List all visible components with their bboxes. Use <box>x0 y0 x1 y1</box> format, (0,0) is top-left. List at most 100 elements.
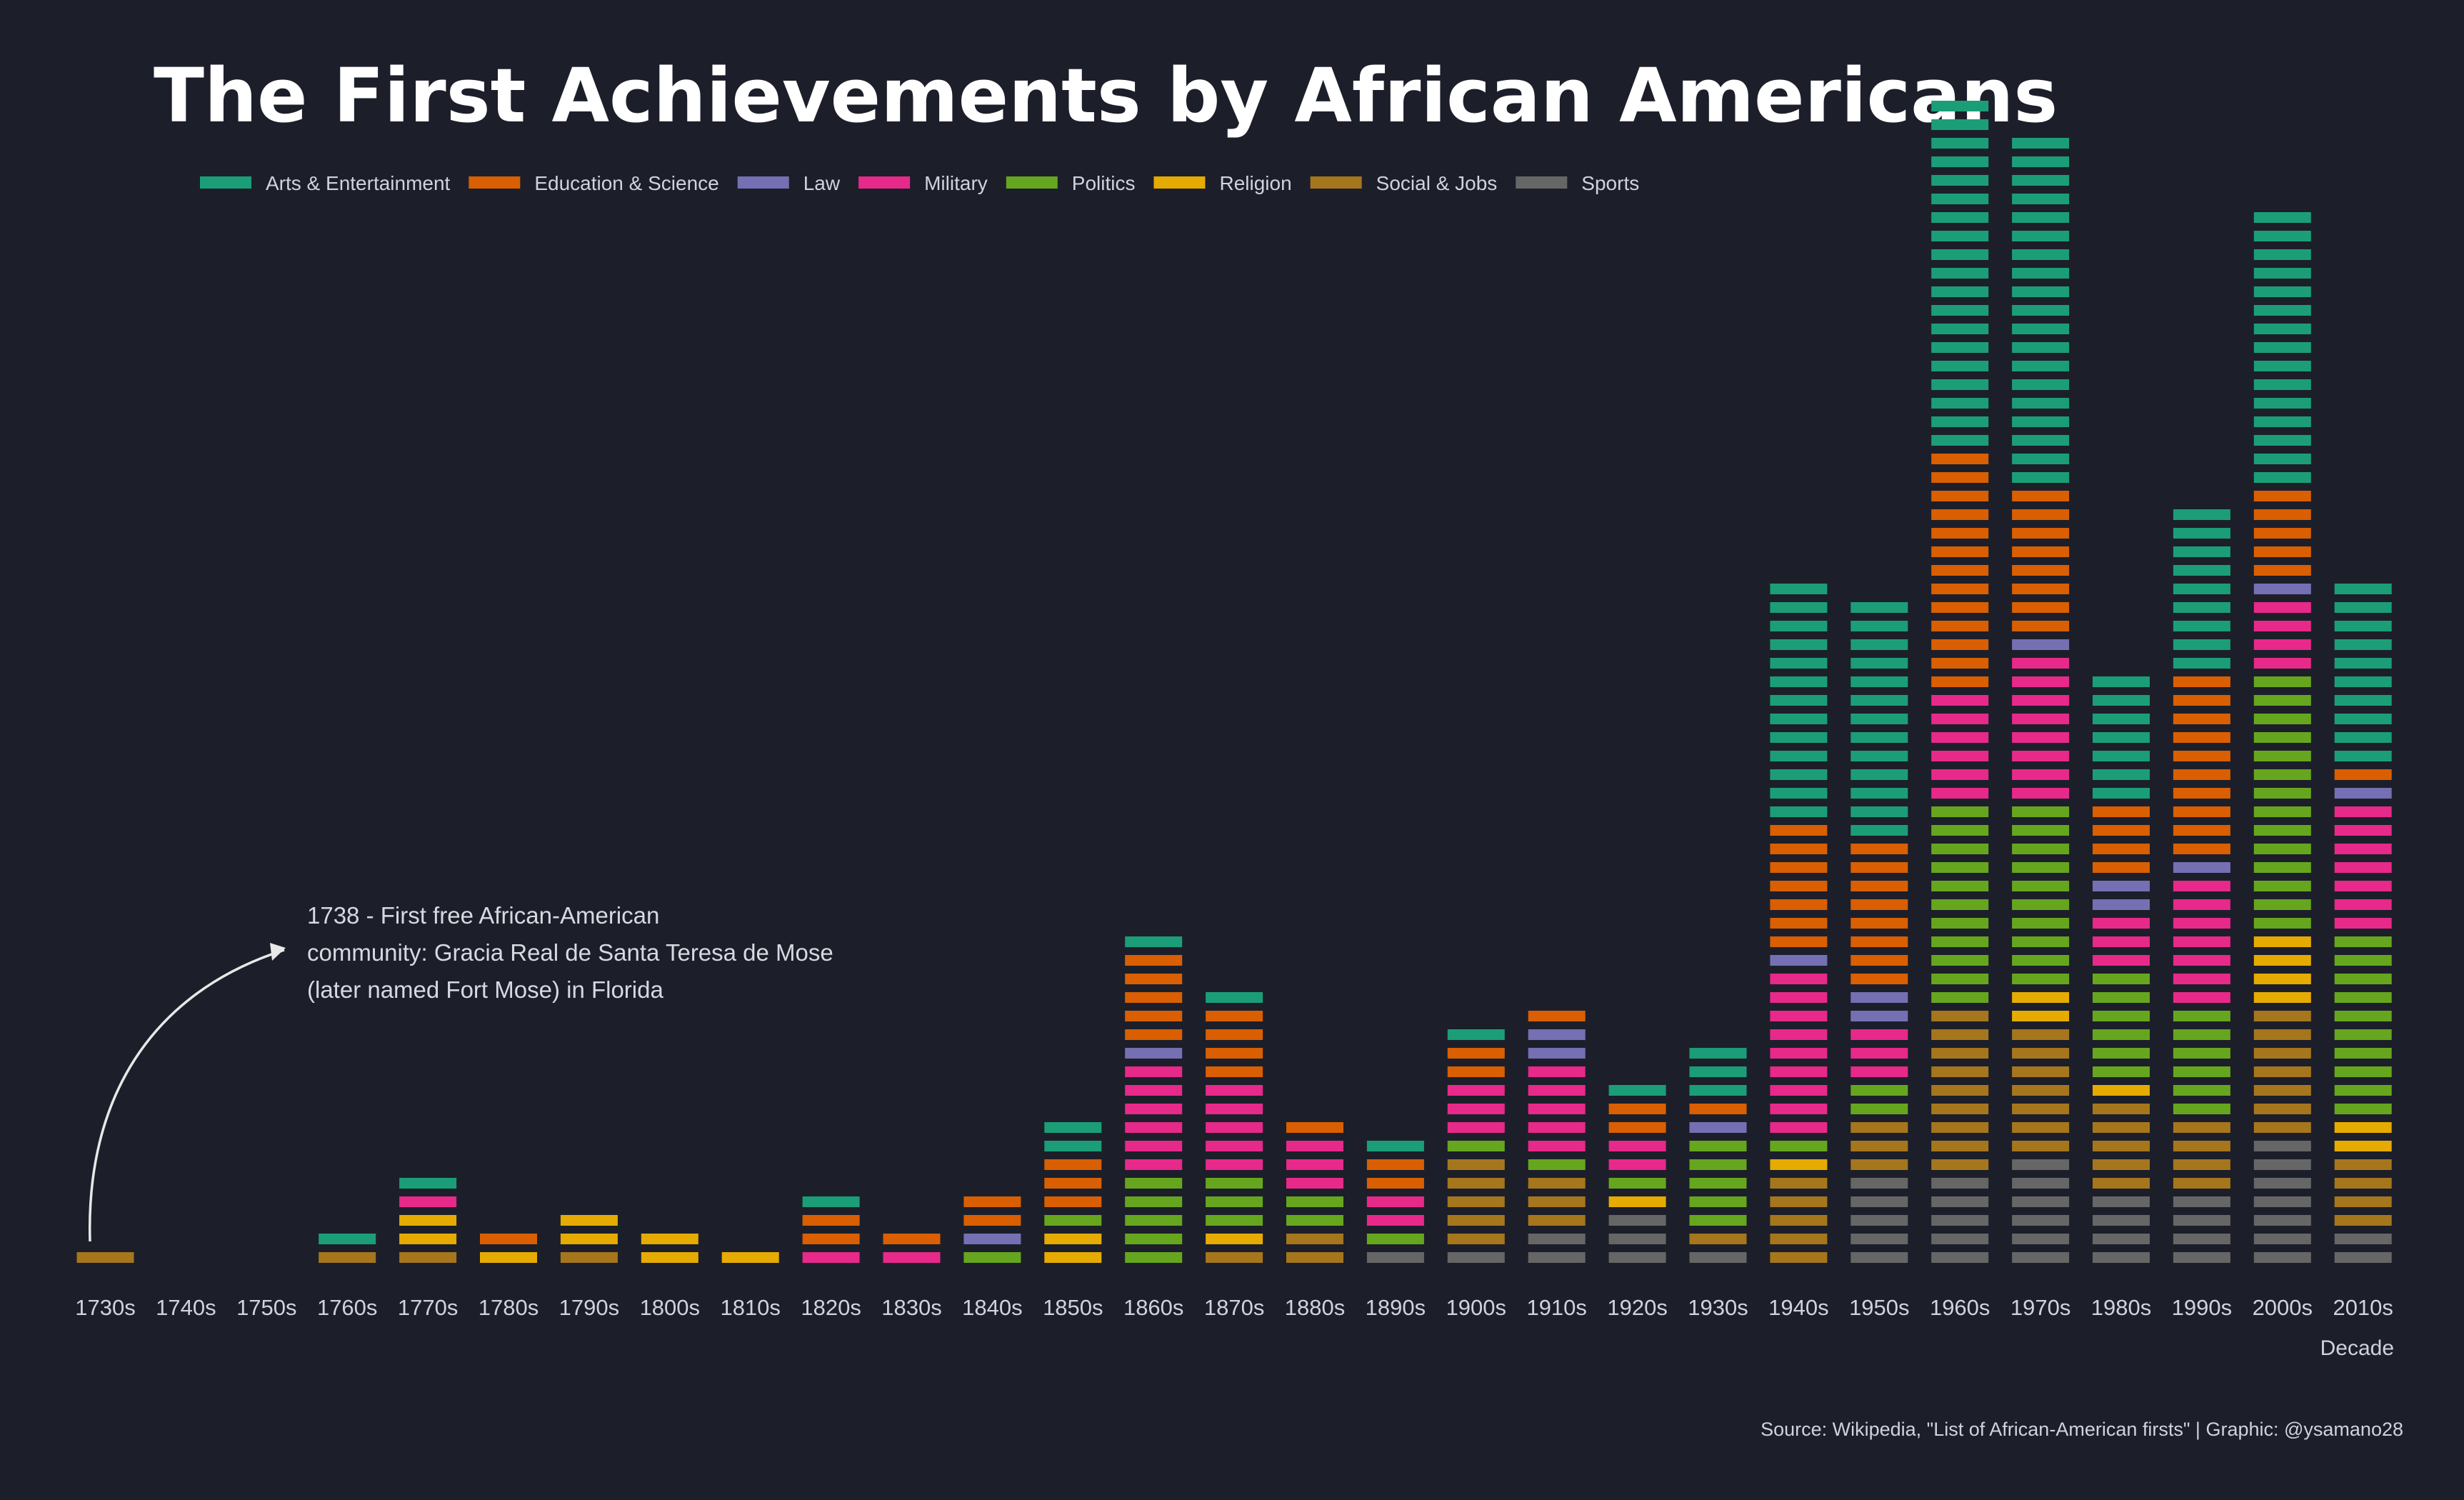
unit-sports <box>2173 1196 2230 1207</box>
unit-education-and-science <box>2093 825 2150 836</box>
legend-label: Sports <box>1581 172 1639 194</box>
unit-military <box>1125 1159 1183 1170</box>
tick-label: 2010s <box>2333 1295 2393 1320</box>
bar-2010s <box>2334 584 2392 1263</box>
unit-military <box>1770 992 1828 1003</box>
legend-swatch <box>1310 176 1362 189</box>
unit-military <box>1125 1066 1183 1077</box>
bar-2000s <box>2253 212 2311 1263</box>
unit-arts-and-entertainment <box>1931 119 1989 130</box>
unit-military <box>1447 1085 1505 1096</box>
legend-item-social-and-jobs: Social & Jobs <box>1310 172 1497 194</box>
unit-politics <box>2173 1085 2230 1096</box>
unit-law <box>2253 584 2311 594</box>
unit-arts-and-entertainment <box>2012 416 2070 427</box>
unit-military <box>1850 1029 1908 1040</box>
legend-label: Politics <box>1072 172 1136 194</box>
bar-1840s <box>963 1196 1021 1263</box>
unit-education-and-science <box>1770 899 1828 910</box>
unit-military <box>1770 1029 1828 1040</box>
unit-education-and-science <box>1931 546 1989 557</box>
bar-1790s <box>560 1215 618 1263</box>
unit-social-and-jobs <box>2012 1029 2070 1040</box>
unit-military <box>2012 695 2070 706</box>
unit-education-and-science <box>1770 936 1828 947</box>
unit-arts-and-entertainment <box>2334 676 2392 687</box>
unit-sports <box>2253 1234 2311 1244</box>
unit-social-and-jobs <box>1931 1011 1989 1021</box>
unit-education-and-science <box>2173 676 2230 687</box>
unit-education-and-science <box>963 1196 1021 1207</box>
chart-title: The First Achievements by African Americ… <box>154 52 2058 139</box>
unit-arts-and-entertainment <box>1850 732 1908 743</box>
bar-1950s <box>1850 602 1908 1263</box>
unit-arts-and-entertainment <box>2012 156 2070 167</box>
unit-social-and-jobs <box>1931 1141 1989 1151</box>
unit-arts-and-entertainment <box>2334 621 2392 631</box>
unit-military <box>2173 992 2230 1003</box>
unit-religion <box>721 1252 779 1263</box>
unit-arts-and-entertainment <box>1931 268 1989 279</box>
unit-politics <box>2012 862 2070 873</box>
unit-arts-and-entertainment <box>2012 175 2070 186</box>
unit-sports <box>1366 1252 1424 1263</box>
unit-politics <box>1044 1215 1102 1226</box>
bar-1910s <box>1528 1011 1586 1263</box>
unit-education-and-science <box>2012 584 2070 594</box>
unit-arts-and-entertainment <box>1770 658 1828 669</box>
unit-arts-and-entertainment <box>2012 361 2070 371</box>
unit-arts-and-entertainment <box>1770 676 1828 687</box>
legend-swatch <box>1153 176 1206 189</box>
unit-education-and-science <box>1931 472 1989 483</box>
unit-arts-and-entertainment <box>2253 472 2311 483</box>
unit-arts-and-entertainment <box>2093 788 2150 799</box>
unit-social-and-jobs <box>2012 1066 2070 1077</box>
unit-sports <box>1850 1234 1908 1244</box>
unit-arts-and-entertainment <box>2253 435 2311 446</box>
unit-education-and-science <box>1931 509 1989 520</box>
unit-social-and-jobs <box>1770 1252 1828 1263</box>
unit-sports <box>2253 1215 2311 1226</box>
unit-arts-and-entertainment <box>802 1196 860 1207</box>
unit-politics <box>2253 844 2311 854</box>
bar-1860s <box>1125 936 1183 1263</box>
unit-military <box>2334 918 2392 929</box>
unit-arts-and-entertainment <box>2253 305 2311 316</box>
unit-politics <box>2334 1085 2392 1096</box>
bar-1990s <box>2173 509 2230 1263</box>
unit-social-and-jobs <box>2253 1104 2311 1114</box>
unit-arts-and-entertainment <box>2012 342 2070 353</box>
unit-politics <box>2253 769 2311 780</box>
tick-label: 1970s <box>2010 1295 2070 1320</box>
unit-politics <box>963 1252 1021 1263</box>
unit-military <box>1528 1104 1586 1114</box>
unit-military <box>2334 881 2392 891</box>
unit-politics <box>2173 1011 2230 1021</box>
unit-sports <box>1528 1234 1586 1244</box>
unit-education-and-science <box>2012 565 2070 576</box>
unit-social-and-jobs <box>2334 1159 2392 1170</box>
unit-arts-and-entertainment <box>1770 621 1828 631</box>
unit-arts-and-entertainment <box>1850 676 1908 687</box>
unit-arts-and-entertainment <box>1931 398 1989 409</box>
unit-law <box>1850 992 1908 1003</box>
unit-religion <box>2253 974 2311 984</box>
unit-education-and-science <box>1931 676 1989 687</box>
unit-arts-and-entertainment <box>2334 695 2392 706</box>
unit-arts-and-entertainment <box>1931 324 1989 334</box>
unit-religion <box>1770 1159 1828 1170</box>
unit-arts-and-entertainment <box>1931 212 1989 223</box>
unit-law <box>1528 1048 1586 1059</box>
annotation-arrowhead <box>270 943 286 961</box>
unit-military <box>1206 1085 1263 1096</box>
unit-arts-and-entertainment <box>2093 751 2150 761</box>
unit-education-and-science <box>2173 732 2230 743</box>
tick-label: 1860s <box>1123 1295 1183 1320</box>
unit-sports <box>1850 1252 1908 1263</box>
unit-education-and-science <box>1931 565 1989 576</box>
unit-military <box>1608 1159 1666 1170</box>
legend-label: Arts & Entertainment <box>266 172 451 194</box>
bar-1770s <box>399 1178 457 1263</box>
unit-social-and-jobs <box>1689 1234 1747 1244</box>
